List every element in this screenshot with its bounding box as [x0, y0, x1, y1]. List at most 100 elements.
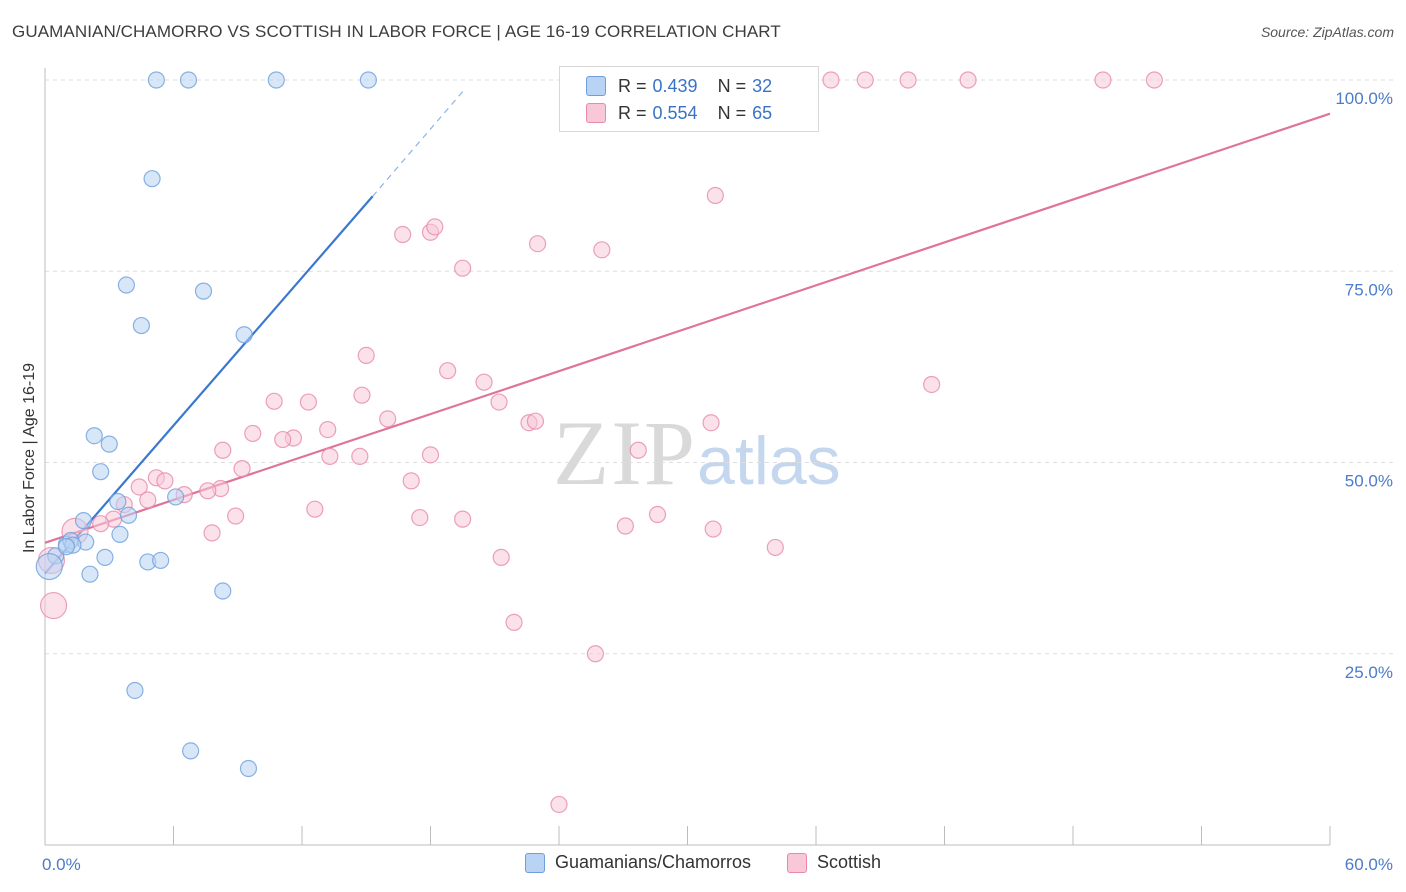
point-scottish	[426, 218, 444, 236]
point-scottish	[39, 591, 68, 620]
point-guamanians-chamorros	[119, 506, 138, 524]
legend-r-label: R =	[618, 102, 647, 123]
legend-n-value: 32	[752, 75, 773, 96]
y-tick-label-25: 25.0%	[1345, 663, 1393, 682]
point-scottish	[923, 375, 941, 394]
point-scottish	[353, 386, 371, 404]
point-guamanians-chamorros	[81, 565, 99, 583]
point-guamanians-chamorros	[359, 71, 377, 89]
x-tick-label-max: 60.0%	[1345, 855, 1393, 874]
point-guamanians-chamorros	[92, 463, 110, 481]
legend-n-label: N =	[717, 75, 747, 96]
trend-line-guamanian	[44, 195, 374, 575]
point-guamanians-chamorros	[152, 551, 170, 570]
trend-lines	[44, 88, 1331, 575]
point-scottish	[648, 505, 667, 524]
series-swatch-guamanian	[524, 852, 545, 873]
point-guamanians-chamorros	[182, 742, 200, 760]
legend-swatch-scottish	[586, 103, 606, 123]
series-legend: Guamanians/Chamorros Scottish	[0, 852, 1406, 873]
data-points	[35, 71, 1163, 814]
point-guamanians-chamorros	[194, 282, 213, 300]
point-guamanians-chamorros	[179, 71, 198, 89]
point-scottish	[1094, 71, 1112, 89]
point-guamanians-chamorros	[35, 552, 63, 581]
point-scottish	[593, 241, 611, 259]
point-scottish	[505, 613, 523, 631]
point-scottish	[139, 491, 157, 509]
axes	[44, 68, 1331, 846]
legend-r-value: 0.554	[652, 102, 698, 123]
point-guamanians-chamorros	[214, 582, 232, 600]
point-scottish	[616, 517, 634, 535]
legend-n-value: 65	[752, 102, 773, 123]
point-guamanians-chamorros	[74, 512, 93, 530]
point-guamanians-chamorros	[117, 276, 135, 294]
y-tick-label-50: 50.0%	[1345, 472, 1393, 491]
point-scottish	[550, 795, 568, 814]
point-scottish	[526, 412, 545, 430]
point-scottish	[394, 225, 412, 244]
point-scottish	[265, 392, 283, 410]
point-scottish	[351, 447, 369, 465]
point-guamanians-chamorros	[235, 326, 253, 344]
point-scottish	[629, 441, 647, 459]
point-guamanians-chamorros	[126, 681, 144, 700]
point-scottish	[357, 346, 375, 364]
trend-line-guamanian-extension	[372, 88, 466, 197]
x-tick-label-min: 0.0%	[42, 855, 81, 874]
point-scottish	[92, 515, 110, 533]
legend-row-scottish: R = 0.554 N = 65	[586, 100, 772, 126]
point-scottish	[586, 645, 605, 663]
point-scottish	[492, 548, 510, 566]
point-scottish	[475, 373, 493, 391]
point-guamanians-chamorros	[267, 71, 285, 89]
point-scottish	[704, 520, 722, 538]
point-guamanians-chamorros	[57, 538, 76, 556]
legend-n-label: N =	[717, 102, 747, 123]
point-guamanians-chamorros	[109, 492, 127, 511]
point-guamanians-chamorros	[111, 525, 129, 544]
point-scottish	[706, 186, 724, 205]
point-scottish	[454, 259, 472, 277]
point-scottish	[233, 460, 251, 478]
point-scottish	[766, 538, 784, 557]
point-scottish	[421, 446, 440, 464]
point-scottish	[299, 393, 318, 411]
series-swatch-scottish	[787, 852, 808, 873]
point-scottish	[199, 482, 217, 500]
series-legend-scottish[interactable]: Scottish	[787, 852, 881, 873]
point-scottish	[899, 71, 917, 89]
point-scottish	[274, 430, 292, 449]
point-scottish	[528, 235, 547, 253]
point-scottish	[319, 421, 337, 439]
point-scottish	[411, 508, 429, 527]
point-guamanians-chamorros	[239, 759, 258, 778]
point-scottish	[130, 478, 148, 496]
series-legend-guamanian[interactable]: Guamanians/Chamorros	[524, 852, 752, 873]
point-guamanians-chamorros	[143, 170, 161, 188]
y-tick-label-75: 75.0%	[1345, 280, 1393, 299]
legend-swatch-guamanian	[586, 76, 606, 96]
point-scottish	[203, 524, 221, 542]
point-scottish	[227, 507, 245, 525]
point-scottish	[856, 71, 874, 89]
point-scottish	[959, 71, 977, 89]
point-scottish	[214, 441, 232, 459]
tick-labels: 25.0% 50.0% 75.0% 100.0% 0.0% 60.0%	[42, 89, 1393, 874]
point-scottish	[402, 472, 420, 490]
point-guamanians-chamorros	[100, 435, 118, 453]
point-guamanians-chamorros	[132, 316, 150, 335]
point-scottish	[822, 71, 840, 89]
point-scottish	[244, 424, 262, 443]
point-scottish	[702, 414, 720, 432]
legend: R = 0.439 N = 32 R = 0.554 N = 65	[559, 66, 819, 132]
point-guamanians-chamorros	[96, 548, 114, 566]
gridlines	[45, 79, 1395, 655]
legend-row-guamanian: R = 0.439 N = 32	[586, 73, 772, 99]
series-label-guamanian: Guamanians/Chamorros	[554, 852, 752, 872]
point-guamanians-chamorros	[147, 71, 165, 89]
point-scottish	[156, 472, 174, 490]
point-scottish	[379, 410, 397, 428]
